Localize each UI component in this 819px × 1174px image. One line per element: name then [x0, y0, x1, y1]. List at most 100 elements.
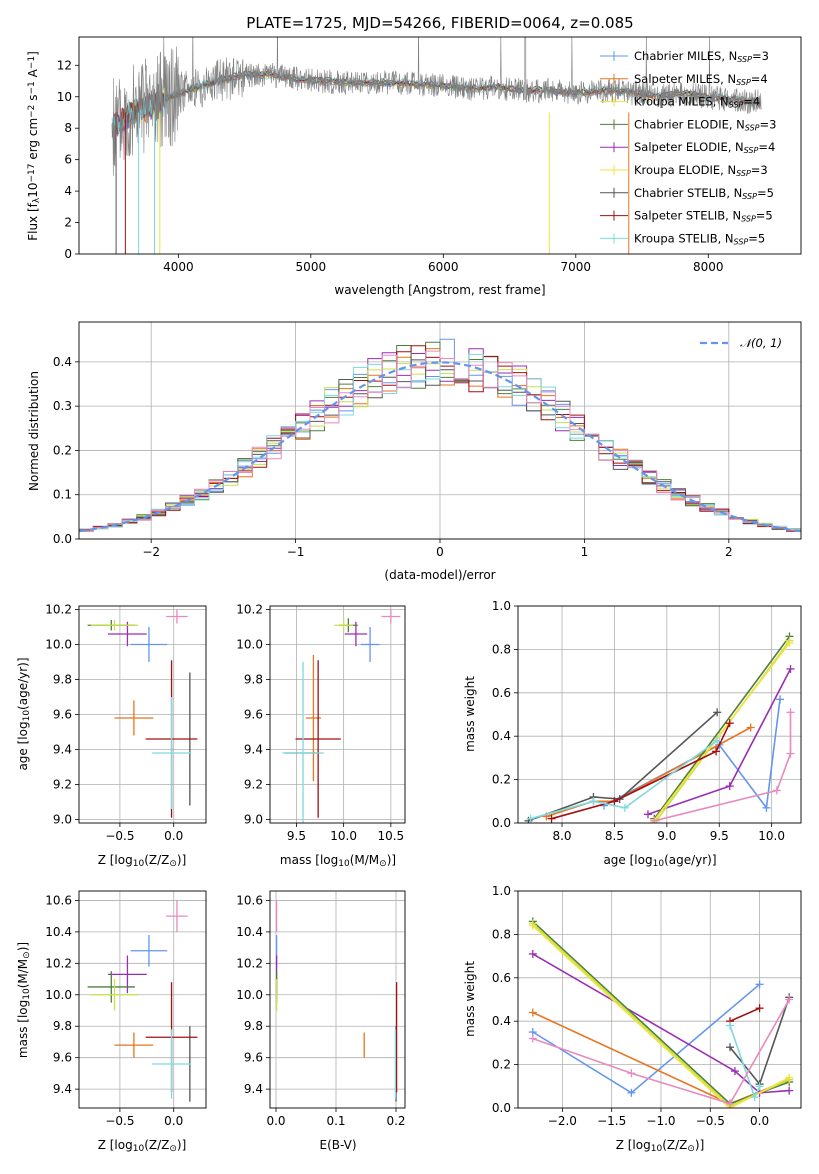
weight-vs-age-ylabel: mass weight [463, 676, 477, 752]
spectrum-data [111, 37, 762, 176]
mass-vs-Z-points [87, 900, 198, 1102]
spectrum-ytick-label: 2 [64, 216, 72, 230]
mass-vs-Z-ylabel-part: mass [log [16, 1000, 30, 1058]
age-vs-Z-ytick-label: 9.8 [53, 673, 72, 687]
age-vs-mass-xlabel-part: (M/M [350, 853, 379, 867]
spectrum-ytick-label: 10 [57, 90, 72, 104]
mass-vs-Z-ytick-label: 10.6 [45, 893, 72, 907]
spectrum-xtick-label: 5000 [296, 260, 327, 274]
legend-entry-tail: =5 [756, 209, 773, 223]
spectrum-ytick-label: 8 [64, 121, 72, 135]
weight-vs-Z-ytick-label: 0.8 [492, 927, 511, 941]
weight-vs-age-line-yellow [651, 642, 791, 823]
weight-vs-age-line-dark [528, 711, 718, 822]
residuals-xtick-label: 1 [581, 545, 589, 559]
mass-vs-Z-xtick-label: −0.5 [105, 1114, 134, 1128]
residuals-xtick-label: −2 [142, 545, 160, 559]
age-vs-Z-ytick-label: 10.2 [45, 603, 72, 617]
spectrum-ylabel-part: erg cm [26, 118, 40, 164]
mass-vs-Z: −0.5 0.09.49.69.810.010.210.410.6Z [log10… [16, 890, 207, 1154]
legend-entry: Chabrier MILES, NSSP=3 [634, 49, 769, 64]
weight-vs-age-xlabel: age [log10(age/yr)] [603, 853, 716, 869]
weight-vs-age-ytick-label: 0.6 [492, 686, 511, 700]
weight-vs-Z-xlabel-part: (Z/Z [662, 1138, 687, 1152]
weight-vs-Z-ytick-label: 0.0 [492, 1101, 511, 1115]
weight-vs-Z-xtick-label: −1.5 [597, 1114, 626, 1128]
legend-entry-tail: =4 [758, 140, 775, 154]
age-vs-Z: −0.5 0.09.09.29.49.69.810.010.2Z [log10(Z… [16, 603, 207, 869]
legend-entry-sub: SSP [736, 169, 751, 178]
mass-vs-Z-ytick-label: 10.4 [45, 925, 72, 939]
mass-vs-ebv-ytick-label: 10.2 [236, 956, 263, 970]
mass-vs-Z-xlabel: Z [log10(Z/Z⊙)] [98, 1138, 187, 1154]
mass-vs-Z-ylabel-part: )] [16, 942, 30, 951]
legend-entry-tail: =4 [743, 95, 760, 109]
age-vs-Z-xlabel-part: Z [log [98, 853, 133, 867]
legend-entry: Kroupa ELODIE, NSSP=3 [634, 163, 768, 178]
weight-vs-Z-xtick-label: 0.0 [750, 1114, 769, 1128]
residuals-ytick-label: 0.2 [53, 443, 72, 457]
weight-vs-Z-xlabel-part: 10 [651, 1144, 663, 1154]
spectrum-xtick-label: 8000 [693, 260, 724, 274]
spectrum-ylabel-part: λ [32, 197, 42, 203]
age-vs-Z-xlabel-part: 10 [133, 859, 145, 869]
mass-vs-Z-ytick-label: 10.2 [45, 956, 72, 970]
mass-vs-ebv-points [275, 900, 398, 1102]
mass-vs-Z-xlabel-part: )] [177, 1138, 186, 1152]
weight-vs-age-xlabel-part: 10 [653, 859, 665, 869]
mass-vs-Z-xtick-label: 0.0 [164, 1114, 183, 1128]
age-vs-mass-xtick-label: 9.5 [287, 829, 306, 843]
spectrum-lines [111, 37, 762, 254]
legend-entry: Kroupa STELIB, NSSP=5 [634, 231, 765, 246]
age-vs-Z-xlabel-part: )] [177, 853, 186, 867]
spectrum-xtick-label: 7000 [561, 260, 592, 274]
weight-vs-Z-series [528, 917, 794, 1108]
weight-vs-age-xtick-label: 9.0 [657, 829, 676, 843]
weight-vs-age: 8.0 8.5 9.0 9.5 10.0 0.0 0.2 0.4 0.6 0.8 1.0 mass w… [463, 599, 802, 869]
mass-vs-ebv-frame [269, 890, 406, 1109]
residuals-ytick-label: 0.4 [53, 355, 72, 369]
spectrum-ylabel-part: s [26, 95, 40, 105]
spectrum-ylabel-part: −2 [27, 105, 37, 118]
residual-legend: 𝒩(0, 1) [700, 336, 782, 350]
age-vs-mass-xlabel-part: mass [log [280, 853, 338, 867]
age-vs-Z-ytick-label: 9.0 [53, 813, 72, 827]
spectrum-ytick-label: 12 [57, 58, 72, 72]
mass-vs-Z-xlabel-part: (Z/Z [144, 1138, 169, 1152]
legend-entry-sub: SSP [745, 123, 760, 132]
mass-vs-Z-frame [78, 890, 207, 1109]
spectrum-xtick-label: 6000 [428, 260, 459, 274]
spectrum-ytick-label: 4 [64, 184, 72, 198]
age-vs-mass-ytick-label: 9.2 [244, 778, 263, 792]
mass-vs-ebv-xlabel: E(B-V) [319, 1138, 356, 1152]
spectrum-frame [78, 36, 802, 255]
weight-vs-Z-xtick-label: −2.0 [548, 1114, 577, 1128]
legend-entry-base: Kroupa STELIB, N [634, 231, 734, 245]
normal-curve [79, 361, 801, 533]
weight-vs-Z-xtick-label: −0.5 [696, 1114, 725, 1128]
age-vs-Z-frame [78, 605, 207, 824]
weight-vs-Z-ytick-label: 0.6 [492, 971, 511, 985]
age-vs-mass: 9.5 10.0 10.5 9.0 9.2 9.4 9.6 9.8 10.0 10.2 mass [… [236, 603, 406, 869]
legend-entry-sub: SSP [744, 146, 759, 155]
weight-vs-Z-xlabel-part: Z [log [616, 1138, 651, 1152]
legend-entry-base: Salpeter MILES, N [634, 72, 736, 86]
mass-vs-Z-xlabel-part: ⊙ [169, 1144, 177, 1154]
weight-vs-Z-xlabel-part: )] [695, 1138, 704, 1152]
weight-vs-Z-line-darkred [729, 1007, 760, 1022]
age-vs-mass-ytick-label: 10.0 [236, 638, 263, 652]
age-vs-Z-xlabel-part: ⊙ [169, 859, 177, 869]
legend-entry-base: Kroupa ELODIE, N [634, 163, 736, 177]
residual-steps [79, 338, 801, 534]
legend-entry-sub: SSP [736, 78, 751, 87]
spectrum-ylabel-part: ] [26, 51, 40, 56]
mass-vs-ebv-xtick-label: 0.0 [266, 1114, 285, 1128]
residuals-ytick-label: 0.1 [53, 488, 72, 502]
age-vs-Z-points [87, 609, 198, 818]
age-vs-Z-ylabel: age [log10(age/yr)] [16, 657, 32, 770]
legend-entry-tail: =3 [760, 117, 777, 131]
age-vs-mass-xlabel-part: 10 [338, 859, 350, 869]
